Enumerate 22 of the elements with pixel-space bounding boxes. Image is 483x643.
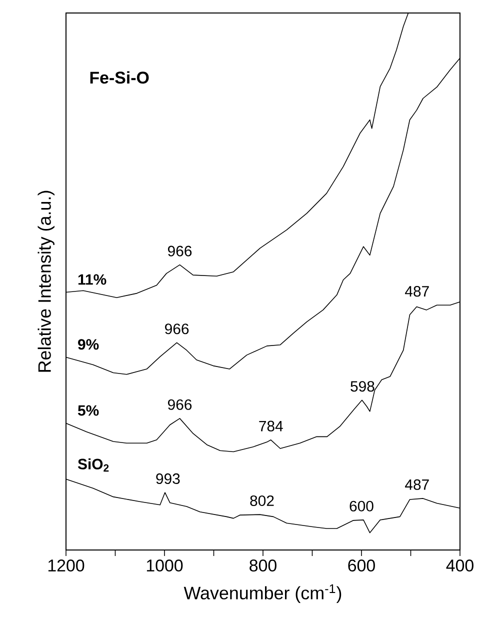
x-tick-label: 400 bbox=[446, 560, 474, 572]
annotation: 966 bbox=[168, 246, 192, 256]
x-tick-label: 1200 bbox=[48, 560, 84, 572]
annotation: 802 bbox=[250, 495, 274, 506]
annotation: 784 bbox=[259, 420, 283, 432]
annotation: 600 bbox=[350, 500, 374, 512]
annotation: 966 bbox=[165, 324, 189, 334]
x-tick-label: 800 bbox=[250, 560, 276, 572]
x-tick-label: 1000 bbox=[146, 560, 183, 572]
series-label: SiO$_{2}$ bbox=[78, 458, 109, 472]
x-tick-label: 600 bbox=[348, 560, 375, 572]
y-axis-title: Relative Intensity (a.u.) bbox=[38, 190, 54, 372]
annotation: 487 bbox=[405, 286, 429, 297]
annotation: 966 bbox=[168, 399, 192, 410]
series-label: 9% bbox=[78, 339, 99, 350]
annotation: 993 bbox=[156, 473, 180, 484]
x-axis-title: Wavenumber (cm$^{-1}$) bbox=[184, 584, 342, 603]
text: Fe-Si-O bbox=[90, 71, 149, 84]
series-label: 5% bbox=[78, 405, 99, 416]
annotation: 487 bbox=[405, 479, 429, 490]
annotation: 598 bbox=[350, 381, 374, 392]
series-label: 11% bbox=[78, 274, 106, 285]
